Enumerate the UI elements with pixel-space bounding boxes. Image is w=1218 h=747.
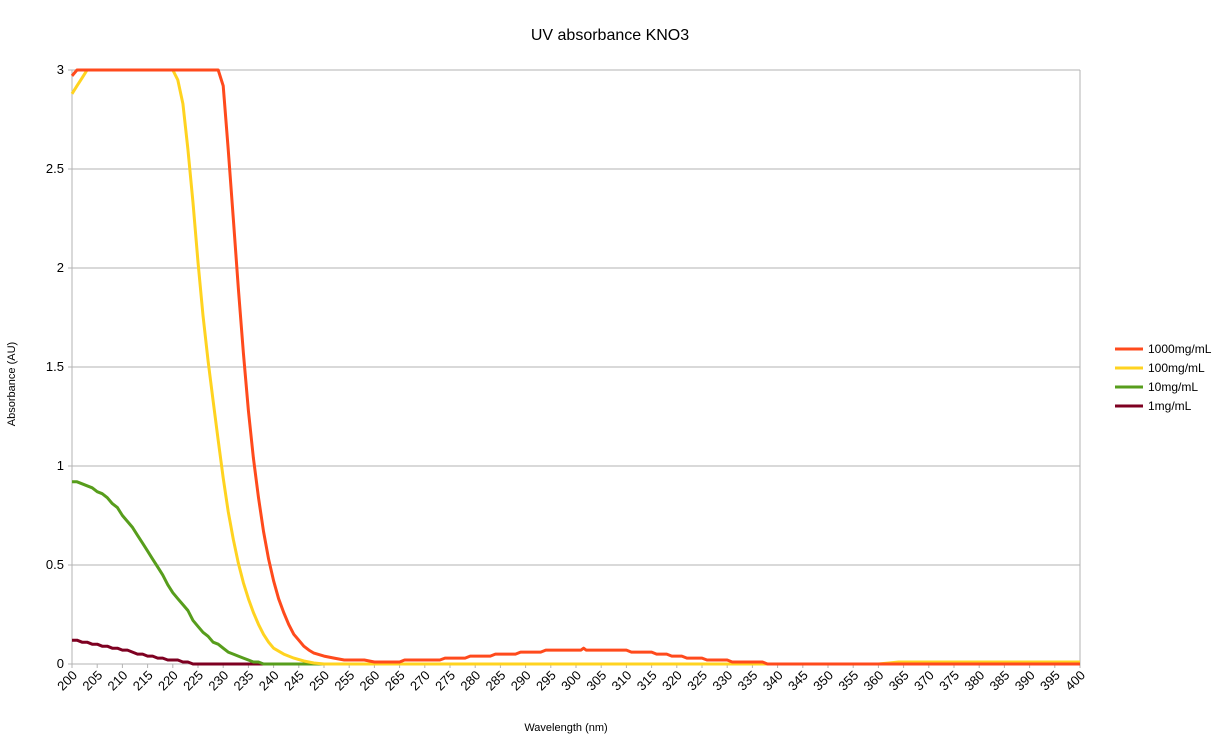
x-tick-label: 355 (835, 668, 861, 694)
x-tick-label: 235 (231, 668, 257, 694)
x-tick-label: 275 (432, 668, 458, 694)
x-tick-label: 310 (609, 668, 635, 694)
x-tick-label: 325 (684, 668, 710, 694)
x-tick-label: 300 (558, 668, 584, 694)
x-tick-label: 225 (180, 668, 206, 694)
y-tick-label: 0.5 (46, 557, 64, 572)
x-tick-label: 295 (533, 668, 559, 694)
x-tick-label: 230 (205, 668, 231, 694)
x-tick-label: 290 (508, 668, 534, 694)
x-tick-label: 245 (281, 668, 307, 694)
y-tick-label: 1.5 (46, 359, 64, 374)
x-tick-label: 370 (911, 668, 937, 694)
gridlines (71, 69, 1081, 665)
x-tick-label: 400 (1062, 668, 1088, 694)
series-line-100mg/mL (70, 68, 1080, 666)
y-axis-label: Absorbance (AU) (6, 342, 18, 426)
legend-label: 10mg/mL (1148, 380, 1198, 394)
x-tick-label: 205 (79, 668, 105, 694)
x-tick-label: 320 (659, 668, 685, 694)
series-line-1000mg/mL (70, 68, 1080, 666)
x-tick-label: 365 (886, 668, 912, 694)
y-tick-label: 2 (57, 260, 64, 275)
x-tick-label: 200 (54, 668, 80, 694)
x-tick-label: 390 (1012, 668, 1038, 694)
x-tick-label: 240 (256, 668, 282, 694)
x-tick-label: 280 (457, 668, 483, 694)
series-line-1mg/mL (72, 638, 1080, 666)
x-tick-label: 260 (357, 668, 383, 694)
legend: 1000mg/mL 100mg/mL 10mg/mL 1mg/mL (1115, 342, 1212, 413)
x-tick-label: 360 (861, 668, 887, 694)
chart-title: UV absorbance KNO3 (531, 27, 689, 44)
x-axis-label: Wavelength (nm) (524, 722, 607, 734)
y-tick-label: 3 (57, 62, 64, 77)
legend-label: 100mg/mL (1148, 361, 1205, 375)
x-tick-label: 210 (105, 668, 131, 694)
x-tick-label: 335 (735, 668, 761, 694)
x-tick-label: 380 (961, 668, 987, 694)
x-tick-label: 215 (130, 668, 156, 694)
legend-label: 1mg/mL (1148, 399, 1192, 413)
x-tick-label: 395 (1037, 668, 1063, 694)
y-tick-label: 2.5 (46, 161, 64, 176)
x-tick-label: 255 (331, 668, 357, 694)
x-tick-label: 220 (155, 668, 181, 694)
y-tick-label: 1 (57, 458, 64, 473)
x-tick-label: 375 (936, 668, 962, 694)
legend-label: 1000mg/mL (1148, 342, 1212, 356)
y-tick-label: 0 (57, 656, 64, 671)
x-tick-label: 340 (760, 668, 786, 694)
x-tick-label: 350 (810, 668, 836, 694)
x-tick-label: 285 (483, 668, 509, 694)
x-axis-ticks: 200 205 210 215 220 225 230 235 240 245 250 255 260 2… (54, 664, 1088, 693)
series-lines (70, 68, 1080, 666)
x-tick-label: 250 (306, 668, 332, 694)
x-tick-label: 315 (634, 668, 660, 694)
x-tick-label: 330 (709, 668, 735, 694)
x-tick-label: 265 (382, 668, 408, 694)
x-tick-label: 385 (987, 668, 1013, 694)
x-tick-label: 270 (407, 668, 433, 694)
y-axis-ticks: 0 0.5 1 1.5 2 2.5 3 (46, 62, 72, 671)
series-line-10mg/mL (72, 480, 1080, 666)
x-tick-label: 305 (583, 668, 609, 694)
x-tick-label: 345 (785, 668, 811, 694)
